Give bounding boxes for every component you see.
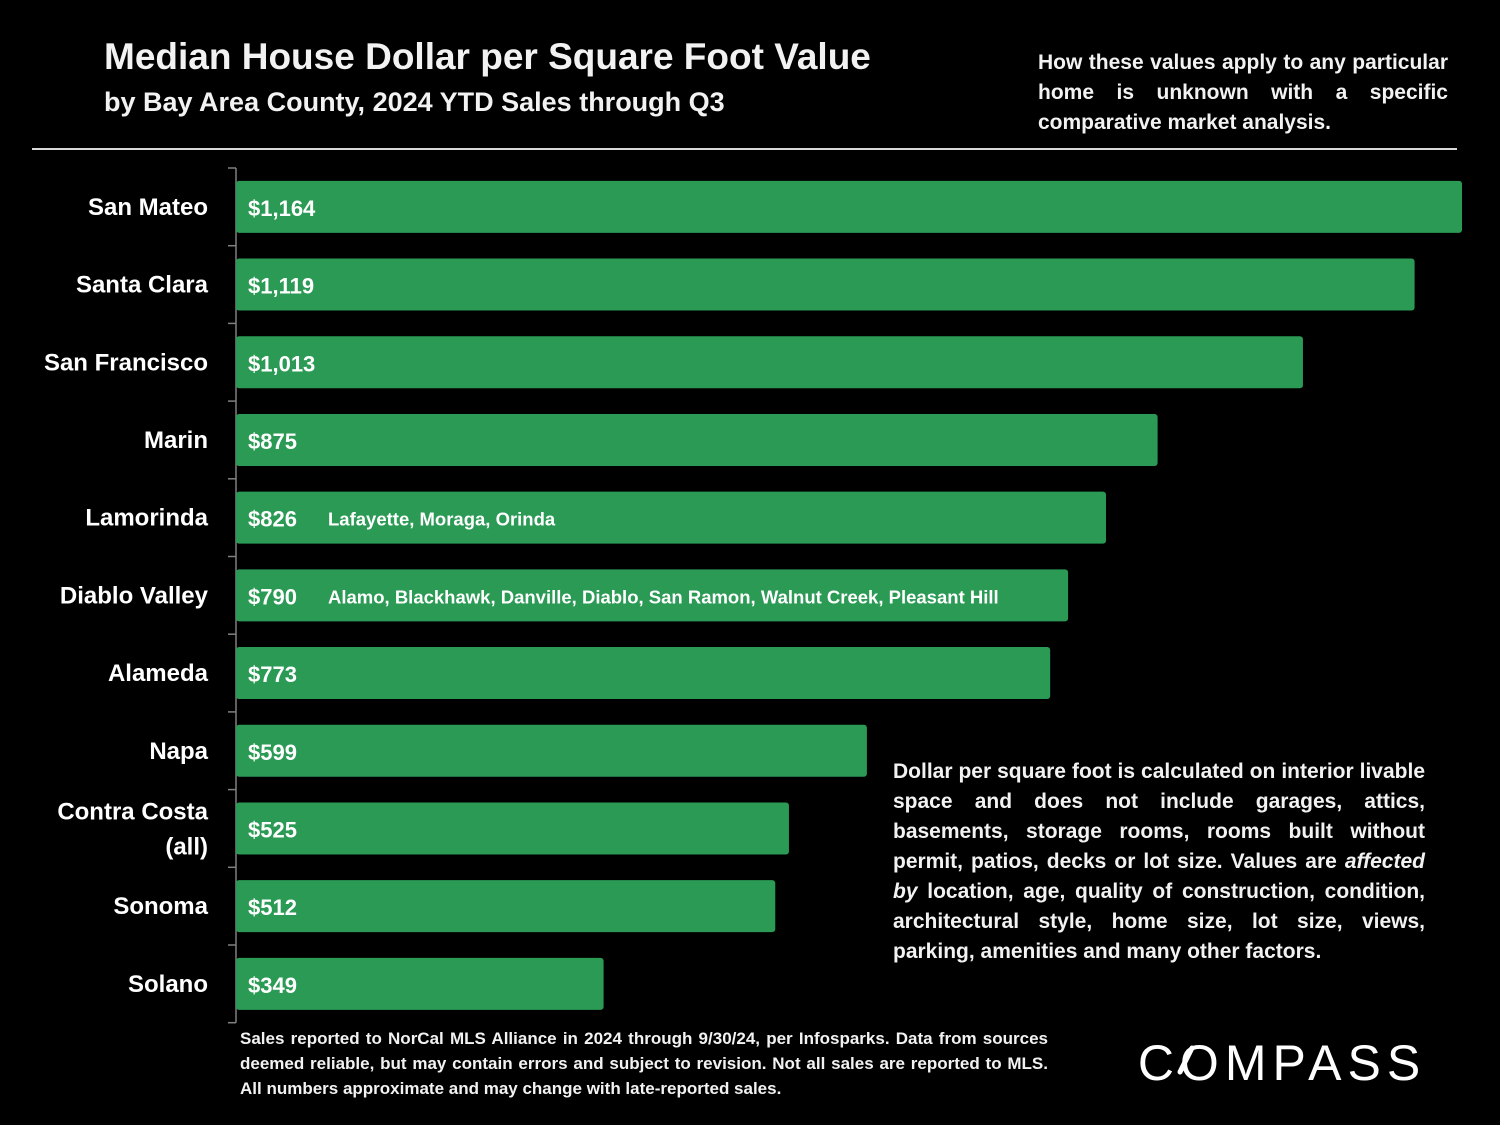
category-label: Sonoma [113, 893, 208, 920]
category-label: Marin [144, 427, 208, 454]
methodology-note-part2: location, age, quality of construction, … [893, 880, 1425, 963]
category-label: Alameda [108, 660, 209, 687]
category-axis: San Mateo Santa Clara San Francisco Marin La… [44, 167, 237, 1024]
methodology-note: Dollar per square foot is calculated on … [893, 757, 1425, 967]
bar [236, 336, 1303, 389]
category-label: Diablo Valley [60, 582, 209, 609]
category-label: San Francisco [44, 349, 208, 376]
header-divider [32, 148, 1457, 150]
source-footnote: Sales reported to NorCal MLS Alliance in… [240, 1029, 1048, 1098]
bar [236, 724, 867, 777]
bar-value-label: $512 [248, 895, 297, 920]
methodology-note-emphasis: affected by [893, 850, 1425, 903]
bar [236, 957, 604, 1010]
disclaimer-note: How these values apply to any particular… [1038, 51, 1448, 134]
bar-value-label: $1,164 [248, 196, 316, 221]
bar [236, 180, 1462, 233]
bar-annotation: Alamo, Blackhawk, Danville, Diablo, San … [328, 586, 999, 607]
bar-value-label: $599 [248, 740, 297, 765]
bar-value-label: $773 [248, 662, 297, 687]
compass-logo: COMPASS [1138, 1035, 1426, 1090]
bar [236, 647, 1051, 700]
bar-value-label: $826 [248, 507, 297, 532]
methodology-note-part1: Dollar per square foot is calculated on … [893, 760, 1425, 873]
bar [236, 413, 1158, 466]
bar [236, 569, 1069, 622]
bar-value-label: $349 [248, 973, 297, 998]
bar-group: $1,164 $1,119 $1,013 $875 $826 Lafayette, Mor… [236, 180, 1462, 1010]
bar [236, 258, 1415, 311]
bar [236, 880, 776, 933]
category-label: Santa Clara [76, 272, 209, 299]
bar [236, 491, 1106, 544]
bar-value-label: $525 [248, 817, 297, 842]
bar [236, 802, 789, 855]
bar-value-label: $1,119 [248, 274, 314, 299]
chart-subtitle: by Bay Area County, 2024 YTD Sales throu… [104, 87, 725, 117]
bar-annotation: Lafayette, Moraga, Orinda [328, 509, 556, 530]
category-label: Napa [149, 738, 208, 765]
category-label: Lamorinda [85, 505, 208, 532]
chart-title: Median House Dollar per Square Foot Valu… [104, 36, 871, 77]
category-label: Solano [128, 971, 208, 998]
bar-value-label: $1,013 [248, 351, 315, 376]
category-label: Contra Costa (all) [57, 798, 208, 860]
category-label: San Mateo [88, 194, 208, 221]
bar-value-label: $790 [248, 584, 297, 609]
compass-logo-slash [1177, 1045, 1195, 1075]
bar-value-label: $875 [248, 429, 297, 454]
compass-logo-text: COMPASS [1138, 1035, 1426, 1090]
